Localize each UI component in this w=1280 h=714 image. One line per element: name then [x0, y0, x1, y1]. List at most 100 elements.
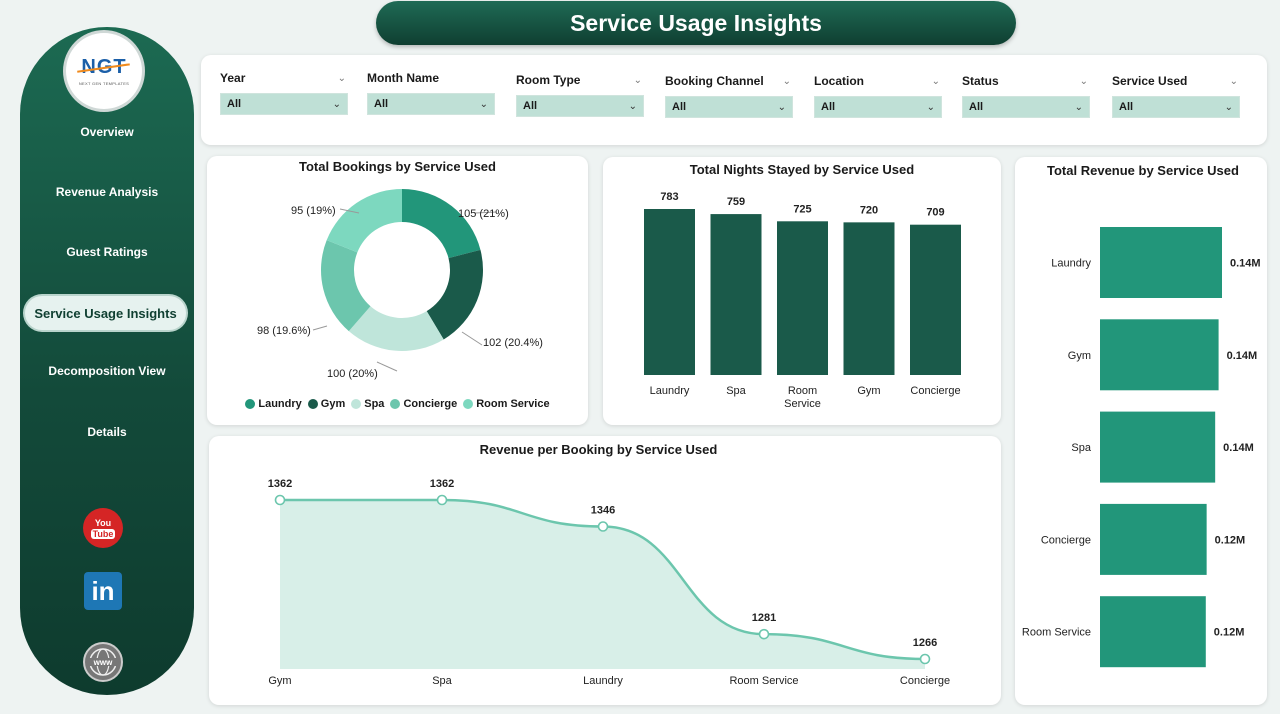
filter-service-used[interactable]: Service Used ⌄ All ⌄: [1112, 72, 1240, 118]
legend-item-spa[interactable]: Spa: [351, 398, 384, 410]
chevron-down-icon[interactable]: ⌄: [633, 74, 642, 86]
filter-location-label: Location: [814, 74, 864, 88]
hbar-value-label: 0.14M: [1227, 350, 1258, 362]
hbar-category-label: Concierge: [1041, 534, 1091, 546]
filter-booking-channel[interactable]: Booking Channel ⌄ All ⌄: [665, 72, 793, 118]
hbar-room-service[interactable]: [1100, 596, 1206, 668]
filter-service-used-value: All: [1119, 101, 1134, 113]
donut-leader-line: [312, 325, 328, 331]
bar-room-service[interactable]: [777, 221, 828, 375]
area-point-spa[interactable]: [436, 494, 448, 506]
chevron-down-icon[interactable]: ⌄: [931, 75, 940, 87]
nav-decomposition-view[interactable]: Decomposition View: [48, 364, 166, 378]
hbar-concierge[interactable]: [1100, 503, 1207, 575]
legend-item-concierge[interactable]: Concierge: [390, 398, 457, 410]
area-value-label: 1281: [752, 612, 776, 624]
area-point-laundry[interactable]: [597, 521, 609, 532]
filter-room-type-dropdown[interactable]: All ⌄: [516, 95, 644, 117]
bookings-chart-title: Total Bookings by Service Used: [299, 159, 496, 174]
logo[interactable]: NGT NEXT GEN TEMPLATES: [66, 33, 142, 109]
legend-swatch: [245, 399, 256, 409]
hbar-value-label: 0.14M: [1230, 258, 1261, 270]
donut-slice-gym[interactable]: [426, 249, 483, 340]
chevron-down-icon[interactable]: ⌄: [782, 75, 791, 87]
area-value-label: 1346: [591, 505, 615, 517]
bar-value-label: 720: [860, 204, 878, 216]
donut-leader-line: [339, 208, 360, 214]
nav-guest-ratings[interactable]: Guest Ratings: [66, 245, 148, 259]
area-value-label: 1362: [430, 478, 454, 490]
filter-status-dropdown[interactable]: All ⌄: [962, 96, 1090, 118]
nav-details[interactable]: Details: [87, 425, 127, 439]
filter-year[interactable]: Year ⌄ All ⌄: [220, 69, 348, 115]
area-point-room-service[interactable]: [758, 628, 770, 640]
filter-year-dropdown[interactable]: All ⌄: [220, 93, 348, 115]
chevron-down-icon[interactable]: ⌄: [1229, 75, 1238, 87]
bar-concierge[interactable]: [910, 224, 961, 375]
bar-gym[interactable]: [843, 222, 895, 375]
filter-location-dropdown[interactable]: All ⌄: [814, 96, 942, 118]
donut-leader-line: [474, 211, 498, 214]
area-point-gym[interactable]: [274, 494, 286, 506]
filter-status-value: All: [969, 101, 984, 113]
bookings-legend: Laundry Gym Spa Concierge Room Service: [207, 398, 588, 410]
chevron-down-icon: ⌄: [1224, 101, 1233, 113]
legend-label: Concierge: [403, 398, 458, 410]
filter-room-type-value: All: [523, 100, 538, 112]
hbar-laundry[interactable]: [1100, 227, 1222, 298]
legend-item-gym[interactable]: Gym: [307, 398, 345, 410]
donut-data-label-concierge: 98 (19.6%): [257, 325, 311, 337]
filter-status-label: Status: [962, 74, 999, 88]
bookings-donut-card: Total Bookings by Service Used 105 (21%)…: [207, 156, 588, 425]
area-point-concierge[interactable]: [919, 653, 931, 665]
hbar-category-label: Laundry: [1051, 258, 1091, 270]
chevron-down-icon: ⌄: [628, 100, 637, 112]
legend-item-room-service[interactable]: Room Service: [463, 398, 550, 410]
legend-item-laundry[interactable]: Laundry: [245, 398, 302, 410]
filter-booking-channel-dropdown[interactable]: All ⌄: [665, 96, 793, 118]
youtube-icon-text-bottom: Tube: [90, 528, 116, 539]
donut-slice-spa[interactable]: [348, 306, 444, 351]
legend-label: Spa: [364, 398, 385, 410]
filter-service-used-label: Service Used: [1112, 74, 1188, 88]
nav-overview[interactable]: Overview: [80, 125, 134, 139]
filter-month-name[interactable]: Month Name All ⌄: [367, 69, 495, 115]
donut-slice-laundry[interactable]: [402, 189, 481, 259]
chevron-down-icon[interactable]: ⌄: [1079, 75, 1088, 87]
logo-subtitle: NEXT GEN TEMPLATES: [78, 81, 130, 86]
nav-service-usage-insights[interactable]: Service Usage Insights: [25, 296, 186, 330]
filter-status[interactable]: Status ⌄ All ⌄: [962, 72, 1090, 118]
linkedin-icon[interactable]: in: [84, 572, 122, 610]
filter-month-label: Month Name: [367, 71, 439, 85]
bar-laundry[interactable]: [644, 209, 695, 375]
nav-revenue-analysis[interactable]: Revenue Analysis: [55, 185, 159, 199]
bookings-donut-chart: 105 (21%) 102 (20.4%) 100 (20%) 98 (19.6%) 9…: [257, 189, 543, 380]
hbar-gym[interactable]: [1100, 319, 1219, 391]
filter-month-value: All: [374, 98, 389, 110]
legend-swatch: [351, 399, 362, 409]
area-category-label: Spa: [432, 675, 452, 687]
filter-location[interactable]: Location ⌄ All ⌄: [814, 72, 942, 118]
area-fill: [280, 500, 925, 669]
chevron-down-icon: ⌄: [479, 98, 488, 110]
donut-slice-room-service[interactable]: [326, 189, 402, 253]
bar-value-label: 725: [793, 203, 811, 215]
filter-room-type[interactable]: Room Type ⌄ All ⌄: [516, 71, 644, 117]
filter-booking-channel-label: Booking Channel: [665, 74, 764, 88]
bar-spa[interactable]: [710, 214, 762, 375]
chevron-down-icon[interactable]: ⌄: [337, 72, 346, 84]
filter-month-dropdown[interactable]: All ⌄: [367, 93, 495, 115]
filter-year-value: All: [227, 98, 242, 110]
filter-service-used-dropdown[interactable]: All ⌄: [1112, 96, 1240, 118]
donut-slice-concierge[interactable]: [321, 240, 371, 332]
bar-category-label: Room: [788, 385, 817, 397]
hbar-value-label: 0.12M: [1214, 627, 1245, 639]
youtube-icon-text-top: You: [94, 517, 112, 528]
hbar-spa[interactable]: [1100, 411, 1216, 483]
youtube-icon[interactable]: You Tube: [83, 508, 123, 548]
hbar-category-label: Room Service: [1022, 627, 1091, 639]
filter-location-value: All: [821, 101, 836, 113]
bar-value-label: 709: [926, 207, 944, 219]
globe-icon[interactable]: www: [83, 642, 123, 682]
